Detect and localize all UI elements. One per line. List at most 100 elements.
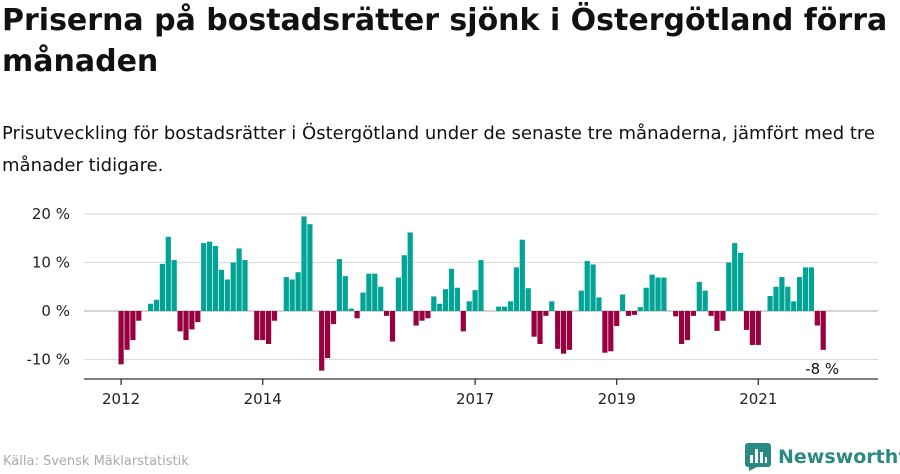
bar: [419, 311, 425, 321]
bar: [578, 290, 584, 311]
bar: [236, 248, 242, 311]
bar: [218, 269, 224, 311]
x-axis: 2012 2014 2017 2019 2021: [84, 378, 878, 408]
bar: [307, 224, 313, 311]
bar: [690, 311, 696, 316]
bar: [808, 267, 814, 311]
bar: [802, 267, 809, 311]
newsworthy-logo[interactable]: Newsworthy: [745, 441, 900, 473]
bar: [454, 287, 460, 311]
bar: [561, 311, 567, 354]
x-tick-label: 2014: [244, 390, 282, 408]
bar: [720, 311, 726, 321]
bar: [738, 252, 744, 311]
bar: [195, 311, 201, 323]
bar: [543, 311, 549, 316]
bar: [566, 311, 573, 350]
bar: [637, 307, 643, 311]
bar: [779, 277, 785, 311]
bar: [242, 260, 248, 311]
x-tick-label: 2012: [102, 390, 140, 408]
bar: [537, 311, 543, 344]
bar: [726, 262, 732, 311]
bars: [118, 216, 826, 371]
bar: [289, 279, 295, 311]
bar: [183, 311, 189, 341]
bar: [661, 277, 667, 311]
bar: [401, 255, 407, 311]
y-tick-label: -10 %: [26, 351, 70, 369]
bar: [366, 273, 372, 311]
bar: [159, 263, 165, 311]
bar: [749, 311, 755, 345]
y-axis-labels: -10 % 0 % 10 % 20 %: [26, 205, 70, 369]
bar: [466, 301, 472, 311]
bar: [295, 272, 301, 311]
bar: [395, 277, 401, 311]
bar: [342, 276, 348, 311]
bar: [797, 277, 803, 311]
bar: [673, 311, 679, 317]
bar: [224, 279, 230, 311]
bar: [348, 308, 354, 311]
bar: [614, 311, 620, 327]
x-tick-label: 2017: [456, 390, 494, 408]
bar: [354, 311, 360, 319]
bar: [820, 311, 826, 350]
bar: [378, 286, 384, 311]
bar: [431, 296, 437, 311]
bar: [189, 311, 195, 330]
newsworthy-logo-icon: [745, 443, 771, 471]
bar: [425, 311, 431, 319]
bar: [620, 294, 626, 311]
bar: [448, 268, 455, 311]
bar: [124, 311, 130, 350]
last-value-label: -8 %: [805, 360, 839, 378]
bar: [389, 311, 396, 342]
bar: [643, 287, 649, 311]
bar: [513, 267, 519, 311]
bar: [171, 260, 177, 311]
bar: [271, 311, 278, 321]
bar: [519, 239, 525, 311]
bar: [478, 260, 484, 311]
bar: [596, 297, 602, 311]
bar: [360, 292, 366, 311]
brand-name: Newsworthy: [778, 446, 900, 468]
bar: [413, 311, 419, 326]
bar: [732, 243, 738, 311]
bar: [549, 301, 555, 311]
bar: [708, 311, 714, 316]
bar: [212, 246, 219, 311]
bar: [502, 306, 508, 312]
bar-chart: -10 % 0 % 10 % 20 % 2012 2014 2017 2019 2021 -8…: [26, 205, 878, 408]
y-tick-label: 10 %: [32, 254, 70, 272]
bar: [767, 295, 773, 312]
annotations: -8 %: [805, 360, 839, 378]
bar: [443, 289, 449, 311]
bar: [743, 311, 750, 330]
bar: [207, 241, 213, 311]
bar: [679, 311, 685, 344]
bar: [336, 259, 342, 311]
bar: [773, 286, 779, 311]
bar: [814, 311, 820, 326]
bar: [325, 311, 331, 359]
x-tick-label: 2021: [739, 390, 777, 408]
bar: [460, 311, 466, 332]
bar: [260, 311, 266, 341]
bar: [496, 306, 502, 312]
bar: [791, 301, 797, 311]
bar: [714, 311, 720, 331]
chart-subtitle: Prisutveckling för bostadsrätter i Öster…: [2, 123, 875, 176]
bar: [130, 311, 136, 341]
bar: [631, 311, 637, 315]
bar: [625, 311, 632, 316]
bar: [590, 264, 596, 311]
bar: [608, 311, 614, 352]
bar: [165, 236, 171, 311]
bar: [755, 311, 761, 345]
y-tick-label: 0 %: [41, 302, 70, 320]
bar: [330, 311, 337, 325]
bar: [230, 262, 236, 311]
